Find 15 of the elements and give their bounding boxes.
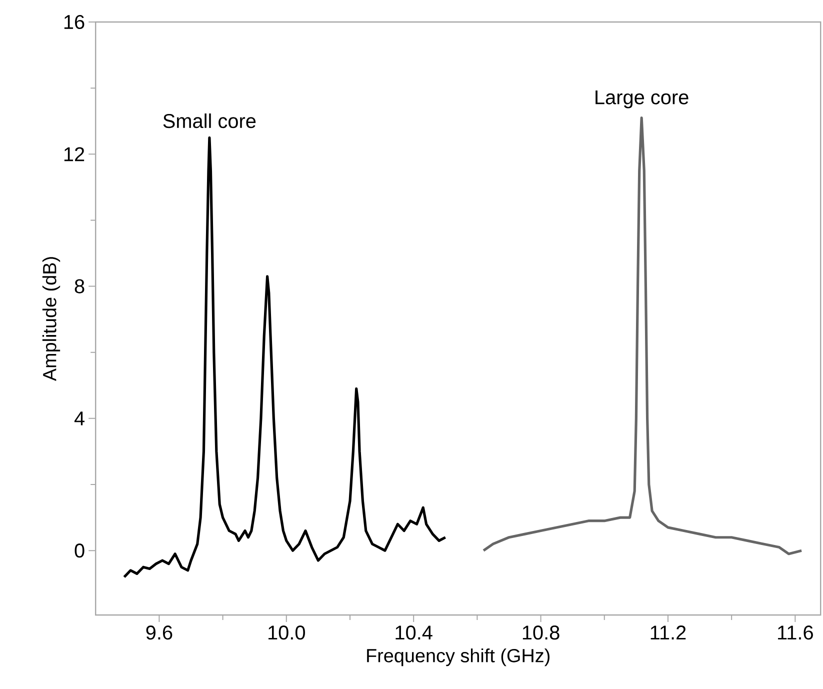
x-tick-label: 10.4 (396, 626, 432, 640)
y-axis-title: Amplitude (dB) (42, 257, 60, 382)
annotation: Large core (596, 90, 688, 108)
x-tick-label: 9.6 (146, 626, 172, 640)
x-tick-label: 11.6 (778, 626, 813, 640)
y-tick-label: 0 (74, 544, 84, 558)
x-tick-label: 11.2 (650, 626, 686, 640)
x-tick-label: 10.8 (522, 626, 560, 640)
y-tick-label: 12 (64, 147, 84, 162)
y-tick-label: 8 (74, 279, 84, 294)
y-tick-label: 16 (64, 14, 84, 30)
y-tick-label: 4 (74, 412, 84, 426)
annotation: Small core (163, 113, 256, 128)
text: 10.0 (268, 626, 305, 640)
x-axis-title: Frequency shift (GHz) (367, 648, 550, 666)
